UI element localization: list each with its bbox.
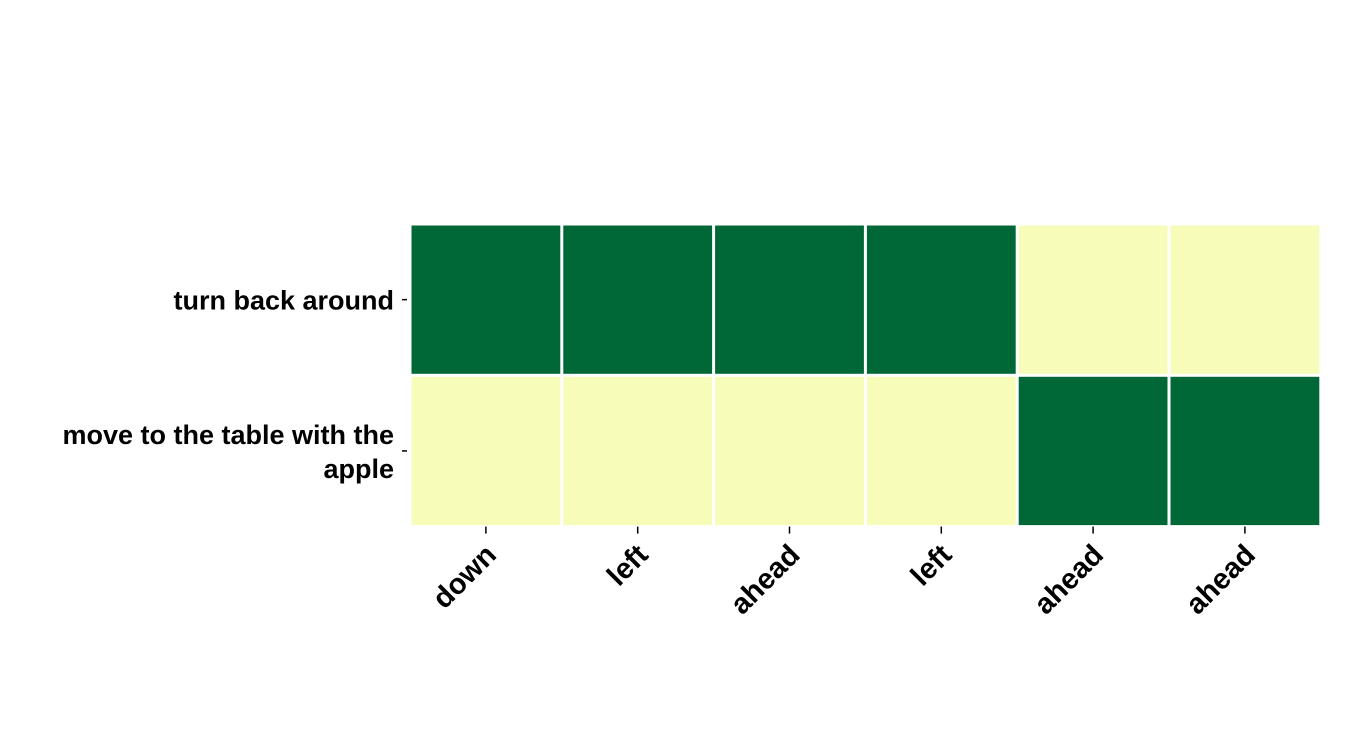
heatmap-cell-r1-c2 xyxy=(715,376,864,526)
heatmap-cell-r0-c3 xyxy=(866,225,1016,374)
heatmap-cell-r0-c2 xyxy=(715,225,864,374)
heatmap-cell-r0-c4 xyxy=(1018,225,1168,374)
column-label: ahead xyxy=(1028,539,1110,621)
column-labels: down left ahead left ahead ahead xyxy=(427,539,1262,621)
column-label: left xyxy=(601,539,655,593)
heatmap-cell-r1-c0 xyxy=(411,376,561,526)
heatmap-cell-r1-c5 xyxy=(1170,376,1320,526)
heatmap-cell-r1-c3 xyxy=(866,376,1016,526)
heatmap-cell-r0-c1 xyxy=(563,225,713,374)
heatmap-cell-r1-c1 xyxy=(563,376,713,526)
heatmap-cell-r0-c5 xyxy=(1170,225,1320,374)
heatmap-cells xyxy=(411,225,1320,526)
row-labels: turn back around move to the table with t… xyxy=(62,286,394,484)
row-label: apple xyxy=(323,454,394,484)
column-label: ahead xyxy=(725,539,807,621)
column-label: left xyxy=(905,539,959,593)
row-label: turn back around xyxy=(173,286,394,316)
column-ticks xyxy=(485,526,1246,534)
column-label: down xyxy=(427,539,503,615)
row-label: move to the table with the xyxy=(62,420,394,450)
row-ticks xyxy=(402,298,407,452)
column-label: ahead xyxy=(1180,539,1262,621)
heatmap-cell-r0-c0 xyxy=(411,225,561,374)
heatmap-cell-r1-c4 xyxy=(1018,376,1168,526)
